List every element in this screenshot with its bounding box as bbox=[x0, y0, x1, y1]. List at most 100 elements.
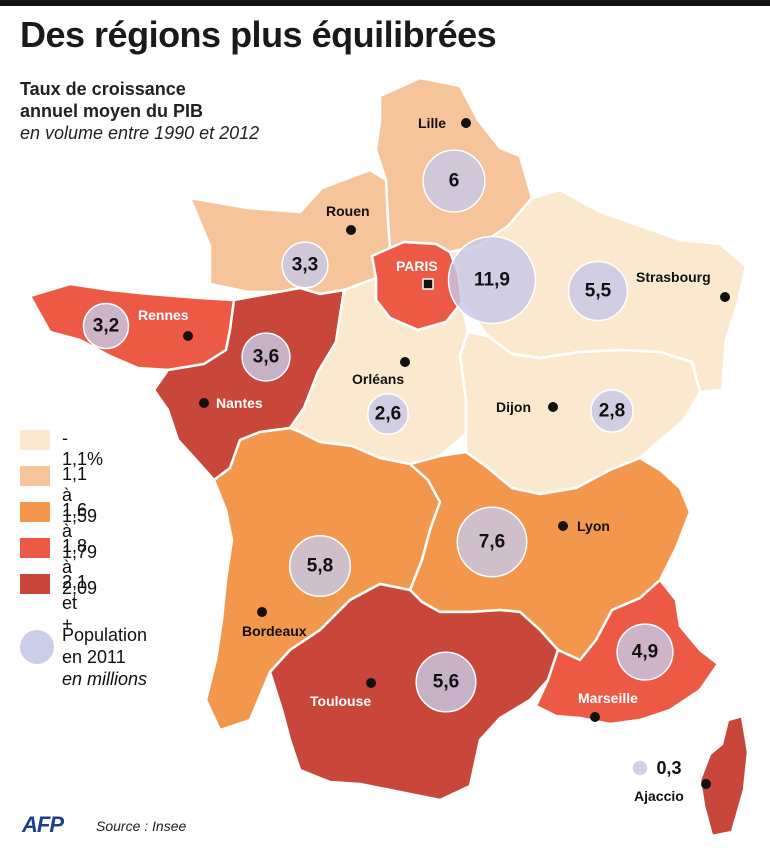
bubble-circle-nord bbox=[422, 149, 486, 213]
city-label-rennes: Rennes bbox=[138, 307, 189, 323]
bubble-circle-sud bbox=[415, 651, 477, 713]
population-legend-line-3: en millions bbox=[62, 669, 148, 689]
bubble-circle-rhone-alpes bbox=[456, 506, 528, 578]
subtitle-line-3: en volume entre 1990 et 2012 bbox=[20, 123, 260, 143]
city-square-paris bbox=[422, 278, 434, 290]
city-dot-orleans bbox=[400, 357, 410, 367]
city-dot-ajaccio bbox=[701, 779, 711, 789]
population-legend-line-1: Population bbox=[62, 625, 148, 645]
city-label-rouen: Rouen bbox=[326, 203, 370, 219]
bubble-corse: 0,3 bbox=[631, 758, 682, 778]
city-dot-lille bbox=[461, 118, 471, 128]
city-dot-toulouse bbox=[366, 678, 376, 688]
city-label-bordeaux: Bordeaux bbox=[242, 623, 307, 639]
bubble-label-ile-de-france: 11,9 bbox=[474, 270, 510, 291]
city-dot-marseille bbox=[590, 712, 600, 722]
city-bordeaux: Bordeaux bbox=[242, 607, 307, 639]
bubble-paca: 4,9 bbox=[616, 623, 674, 681]
bubble-nord: 6 bbox=[422, 149, 486, 213]
bubble-rhone-alpes: 7,6 bbox=[456, 506, 528, 578]
bubble-sud-ouest: 5,8 bbox=[288, 534, 352, 598]
legend-label-0: - 1,1% bbox=[62, 428, 104, 469]
city-lille: Lille bbox=[418, 115, 471, 131]
bubble-bourgogne-franche-comte: 2,8 bbox=[590, 389, 634, 433]
region-corse bbox=[698, 714, 750, 838]
population-legend-line-2: en 2011 bbox=[62, 647, 126, 667]
bubble-label-rhone-alpes: 7,6 bbox=[479, 532, 505, 553]
bubble-circle-bretagne bbox=[82, 302, 130, 350]
bubble-sud: 5,6 bbox=[415, 651, 477, 713]
regions-layer bbox=[28, 76, 750, 838]
city-label-ajaccio: Ajaccio bbox=[634, 788, 684, 804]
legend-label-2: 1,6 à 1,79 bbox=[62, 500, 98, 562]
bubble-label-corse: 0,3 bbox=[656, 758, 681, 778]
subtitle-line-1: Taux de croissance bbox=[20, 79, 186, 99]
city-dot-nantes bbox=[199, 398, 209, 408]
source-note: Source : Insee bbox=[96, 818, 187, 834]
city-label-orleans: Orléans bbox=[352, 371, 404, 387]
bubble-circle-sud-ouest bbox=[288, 534, 352, 598]
population-bubbles-layer: 6 3,3 11,9 5,5 3,2 3,6 2,6 2,8 bbox=[82, 149, 682, 778]
bubble-label-paca: 4,9 bbox=[632, 642, 658, 663]
bubble-ile-de-france: 11,9 bbox=[447, 235, 537, 325]
cities-layer: Lille Rouen PARIS Strasbourg Rennes Nant… bbox=[138, 115, 730, 804]
bubble-label-est: 5,5 bbox=[585, 281, 612, 302]
bubble-label-normandie: 3,3 bbox=[292, 255, 318, 276]
map-title: Des régions plus équilibrées bbox=[20, 14, 497, 55]
city-dot-strasbourg bbox=[720, 292, 730, 302]
city-strasbourg: Strasbourg bbox=[636, 269, 730, 302]
city-lyon: Lyon bbox=[558, 518, 610, 534]
city-rouen: Rouen bbox=[326, 203, 370, 235]
bubble-label-nord: 6 bbox=[449, 171, 460, 192]
city-orleans: Orléans bbox=[352, 357, 410, 387]
city-nantes: Nantes bbox=[199, 395, 263, 411]
city-label-marseille: Marseille bbox=[578, 690, 638, 706]
bubble-pays-de-la-loire: 3,6 bbox=[241, 332, 291, 382]
region-bourgogne-franche-comte bbox=[458, 330, 702, 496]
top-bar bbox=[0, 0, 770, 6]
city-label-nantes: Nantes bbox=[216, 395, 263, 411]
legend-swatch-2 bbox=[20, 502, 50, 522]
bubble-label-sud: 5,6 bbox=[433, 672, 459, 693]
city-dot-bordeaux bbox=[257, 607, 267, 617]
bubble-circle-bourgogne-franche-comte bbox=[590, 389, 634, 433]
city-label-lille: Lille bbox=[418, 115, 446, 131]
city-dot-rennes bbox=[183, 331, 193, 341]
city-label-dijon: Dijon bbox=[496, 399, 531, 415]
bubble-circle-est bbox=[567, 260, 629, 322]
population-legend-text: Population en 2011 en millions bbox=[62, 624, 212, 690]
city-toulouse: Toulouse bbox=[310, 678, 376, 709]
subtitle-line-2: annuel moyen du PIB bbox=[20, 101, 204, 121]
legend-swatch-0 bbox=[20, 430, 50, 450]
bubble-centre: 2,6 bbox=[366, 392, 410, 436]
bubble-label-bretagne: 3,2 bbox=[93, 316, 119, 337]
region-bretagne bbox=[28, 282, 236, 372]
legend-swatch-1 bbox=[20, 466, 50, 486]
city-marseille: Marseille bbox=[578, 690, 638, 722]
city-dot-rouen bbox=[346, 225, 356, 235]
bubble-circle-centre bbox=[366, 392, 410, 436]
legend-swatch-3 bbox=[20, 538, 50, 558]
map-subtitle: Taux de croissance annuel moyen du PIB e… bbox=[20, 78, 259, 144]
city-dijon: Dijon bbox=[496, 399, 558, 415]
city-label-paris: PARIS bbox=[396, 258, 438, 274]
city-dot-dijon bbox=[548, 402, 558, 412]
bubble-est: 5,5 bbox=[567, 260, 629, 322]
bubble-circle-corse bbox=[631, 759, 649, 777]
city-dot-lyon bbox=[558, 521, 568, 531]
bubble-label-sud-ouest: 5,8 bbox=[307, 556, 333, 577]
bubble-circle-ile-de-france bbox=[447, 235, 537, 325]
bubble-normandie: 3,3 bbox=[281, 241, 329, 289]
legend-swatch-4 bbox=[20, 574, 50, 594]
bubble-circle-paca bbox=[616, 623, 674, 681]
city-label-lyon: Lyon bbox=[577, 518, 610, 534]
afp-logo: AFP bbox=[22, 812, 64, 837]
legend-label-4: 2,1 et + bbox=[62, 572, 88, 634]
bubble-bretagne: 3,2 bbox=[82, 302, 130, 350]
bubble-label-centre: 2,6 bbox=[375, 404, 401, 425]
bubble-circle-pays-de-la-loire bbox=[241, 332, 291, 382]
city-label-strasbourg: Strasbourg bbox=[636, 269, 711, 285]
legend-label-3: 1,8 à 2,09 bbox=[62, 536, 98, 598]
city-label-toulouse: Toulouse bbox=[310, 693, 371, 709]
